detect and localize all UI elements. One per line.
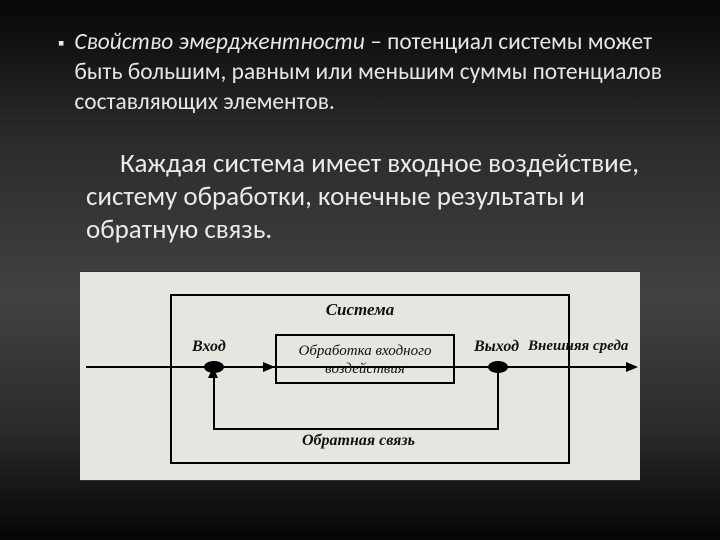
feedback-label: Обратная связь: [302, 432, 415, 450]
arrow-to-env: [626, 362, 638, 372]
system-diagram: Система Вход Обработка входного воздейст…: [80, 271, 640, 481]
env-label: Внешняя среда: [528, 338, 628, 355]
bullet-marker: ▪: [58, 28, 64, 58]
process-box: Обработка входного воздействия: [275, 334, 455, 384]
feedback-down: [497, 367, 499, 430]
process-line1: Обработка входного: [277, 342, 453, 360]
bullet-text: Свойство эмерджентности – потенциал сист…: [74, 28, 672, 118]
system-label: Система: [80, 300, 640, 320]
bullet-item: ▪ Свойство эмерджентности – потенциал си…: [48, 28, 672, 118]
process-line2: воздействия: [277, 360, 453, 378]
arrow-into-process: [263, 362, 275, 372]
body-paragraph: Каждая система имеет входное воздействие…: [86, 148, 652, 247]
feedback-horiz: [213, 428, 499, 430]
feedback-arrowhead: [208, 367, 218, 378]
output-label: Выход: [474, 338, 519, 356]
bullet-term: Свойство эмерджентности: [74, 28, 365, 56]
input-label: Вход: [192, 338, 226, 356]
slide: ▪ Свойство эмерджентности – потенциал си…: [0, 0, 720, 491]
